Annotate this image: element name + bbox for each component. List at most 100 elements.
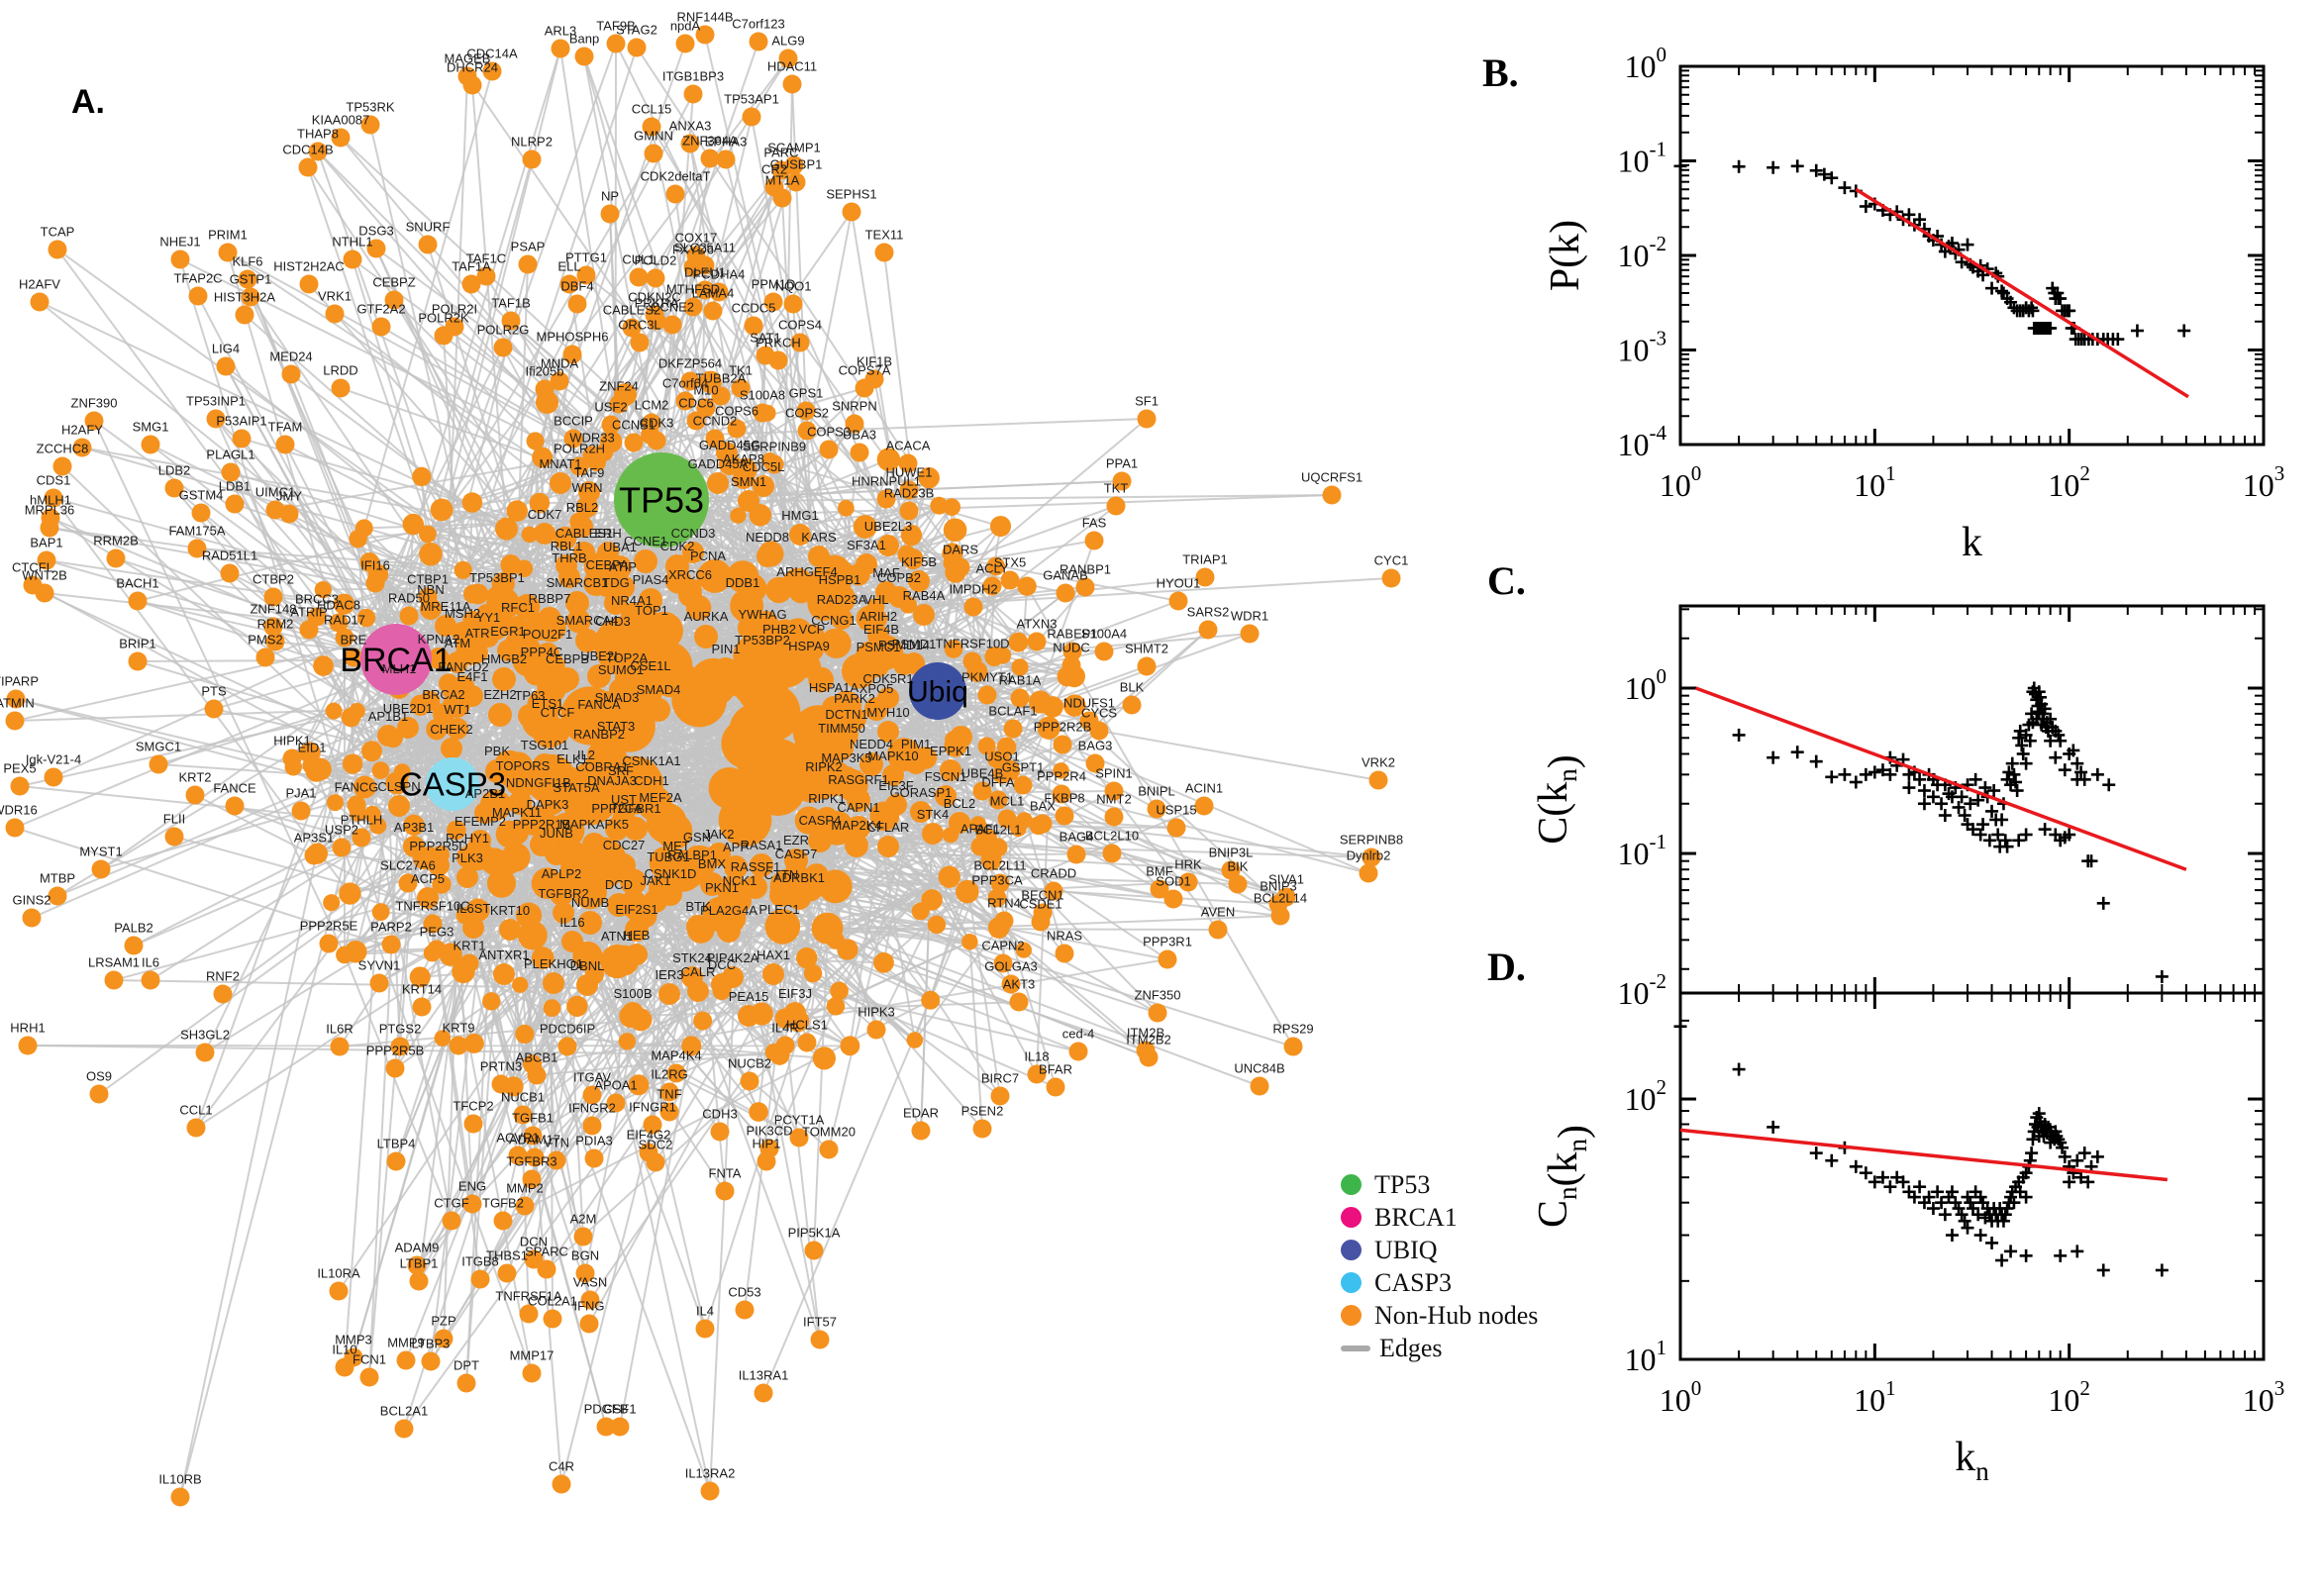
network-node-label: TSG101: [521, 738, 568, 752]
network-node-label: LDB1: [219, 479, 252, 494]
network-node-label: MED24: [269, 349, 312, 364]
network-node-label: POU2F1: [523, 627, 573, 642]
network-node: [715, 1181, 735, 1201]
network-node: [600, 204, 620, 224]
network-node: [1084, 531, 1104, 550]
network-node-label: CAPN2: [981, 939, 1024, 953]
network-node: [298, 157, 318, 177]
network-node: [545, 842, 568, 865]
network-node-label: EZH2: [483, 687, 516, 702]
network-node-label: DFFA: [981, 775, 1015, 790]
network-node-label: NBN: [417, 582, 444, 597]
y-axis-label: Cn(kn): [1531, 1125, 1596, 1228]
network-node-label: SYVN1: [358, 958, 401, 973]
network-node-label: LCM2: [635, 398, 669, 413]
network-node: [811, 912, 844, 945]
network-node-label: CDC27: [603, 838, 646, 852]
network-node: [349, 529, 367, 549]
network-node: [1166, 818, 1186, 838]
network-node: [323, 894, 341, 912]
network-node-label: P53AIP1: [216, 414, 266, 429]
network-node: [470, 1269, 490, 1289]
network-node: [842, 202, 861, 222]
network-node: [497, 1263, 517, 1283]
network-node-label: SHMT2: [1125, 642, 1168, 656]
network-node-label: RRM2B: [93, 534, 139, 549]
network-node-label: TFCP2: [453, 1099, 493, 1114]
network-node-label: ZCCHC8: [37, 442, 89, 456]
network-node: [22, 908, 42, 928]
network-node: [938, 865, 960, 888]
network-node-label: TP53BP2: [735, 633, 790, 648]
network-node: [700, 149, 720, 168]
network-node: [646, 1152, 665, 1172]
network-node: [693, 1011, 713, 1031]
network-node: [377, 725, 399, 747]
network-node-label: TP53BP1: [469, 570, 525, 585]
network-node: [48, 240, 67, 259]
network-node: [735, 1300, 755, 1320]
network-node: [714, 657, 738, 681]
network-node-label: IL10RB: [158, 1472, 201, 1487]
network-node: [213, 984, 233, 1004]
network-node-label: MMP2: [506, 1181, 544, 1196]
network-node-label: DARS: [943, 543, 978, 557]
network-node: [412, 997, 432, 1017]
network-node: [1359, 863, 1378, 883]
network-node: [647, 431, 666, 450]
network-node-label: CCL15: [632, 102, 671, 117]
network-node: [1017, 576, 1037, 596]
network-node-label: CFLAR: [867, 820, 910, 835]
network-node-label: ZNF350: [1135, 988, 1181, 1003]
network-edge: [913, 540, 1095, 1041]
network-node: [335, 1357, 354, 1377]
network-node: [665, 184, 685, 204]
network-node: [493, 338, 513, 357]
network-node: [1240, 624, 1260, 644]
network-node-label: PKN1: [705, 880, 739, 895]
network-node-label: GSTM4: [179, 488, 224, 503]
network-node: [281, 364, 301, 384]
network-node-label: Dynlrb2: [1347, 848, 1391, 863]
network-node: [994, 911, 1014, 931]
network-node: [332, 838, 352, 857]
network-node: [456, 866, 478, 888]
network-node-label: LRSAM1: [88, 955, 140, 970]
network-node-label: NUDC: [1053, 641, 1090, 655]
network-node-label: TAF9: [574, 465, 605, 480]
network-node: [459, 953, 479, 973]
network-node: [522, 150, 542, 169]
network-node-label: CSE1L: [630, 658, 670, 673]
network-node-label: HSPA9: [788, 639, 830, 653]
network-node-label: WDR1: [1231, 609, 1268, 624]
network-node-label: WRN: [571, 480, 602, 495]
network-node: [462, 917, 484, 939]
axis-ticks: [1678, 993, 2266, 1361]
network-node-label: VHL: [863, 592, 888, 607]
network-node: [482, 992, 501, 1011]
network-node-label: RFC1: [501, 600, 535, 615]
network-node: [394, 1419, 414, 1439]
network-node: [749, 32, 768, 51]
y-tick-label: 100: [1625, 664, 1667, 706]
network-node: [185, 785, 205, 805]
network-node: [951, 557, 970, 577]
network-node-label: PTHLH: [341, 813, 383, 828]
network-node-label: BTK: [685, 899, 711, 914]
network-node: [325, 702, 343, 720]
network-node-label: NUCB1: [501, 1090, 545, 1105]
network-node-label: PEA15: [729, 989, 768, 1004]
network-node-label: WT1: [444, 702, 470, 717]
network-node-label: BFAR: [1039, 1062, 1072, 1077]
network-node-label: APLP2: [542, 866, 581, 881]
x-tick-label: 102: [2048, 461, 2090, 503]
network-node-label: TIMM50: [818, 721, 865, 736]
x-axis-label: kn: [1955, 1435, 1989, 1486]
network-node: [343, 249, 362, 269]
network-node: [961, 934, 978, 950]
network-node-label: RAB1A: [999, 673, 1042, 688]
network-node-label: PPM1D: [752, 277, 796, 292]
hub-label-brca1: BRCA1: [340, 642, 452, 679]
network-node: [255, 648, 275, 667]
network-node: [371, 761, 390, 779]
